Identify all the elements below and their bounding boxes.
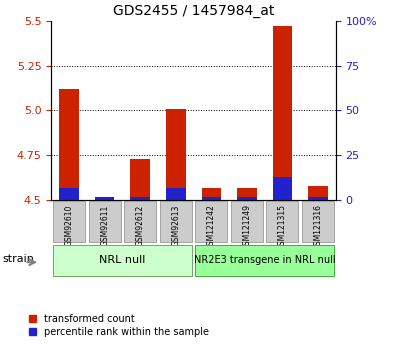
Bar bbox=[166, 109, 186, 200]
Legend: transformed count, percentile rank within the sample: transformed count, percentile rank withi… bbox=[28, 314, 209, 337]
Bar bbox=[95, 197, 115, 200]
Text: GSM92613: GSM92613 bbox=[171, 204, 180, 246]
Bar bbox=[308, 186, 328, 200]
Text: GSM121315: GSM121315 bbox=[278, 204, 287, 250]
Bar bbox=[308, 197, 328, 200]
Bar bbox=[273, 26, 292, 200]
FancyBboxPatch shape bbox=[195, 245, 334, 276]
Title: GDS2455 / 1457984_at: GDS2455 / 1457984_at bbox=[113, 4, 274, 18]
Bar bbox=[237, 188, 257, 200]
Text: strain: strain bbox=[3, 254, 34, 264]
Bar bbox=[166, 188, 186, 200]
Text: GSM92611: GSM92611 bbox=[100, 204, 109, 246]
Text: NR2E3 transgene in NRL null: NR2E3 transgene in NRL null bbox=[194, 256, 335, 265]
Bar bbox=[59, 188, 79, 200]
Text: GSM92610: GSM92610 bbox=[65, 204, 73, 246]
Bar bbox=[130, 159, 150, 200]
Bar bbox=[201, 188, 221, 200]
FancyBboxPatch shape bbox=[195, 201, 228, 242]
FancyBboxPatch shape bbox=[88, 201, 121, 242]
FancyBboxPatch shape bbox=[124, 201, 156, 242]
FancyBboxPatch shape bbox=[53, 245, 192, 276]
Bar bbox=[273, 177, 292, 200]
FancyBboxPatch shape bbox=[53, 201, 85, 242]
Text: GSM92612: GSM92612 bbox=[136, 204, 145, 246]
FancyBboxPatch shape bbox=[266, 201, 299, 242]
FancyBboxPatch shape bbox=[302, 201, 334, 242]
FancyBboxPatch shape bbox=[231, 201, 263, 242]
Bar bbox=[95, 197, 115, 200]
Text: GSM121249: GSM121249 bbox=[243, 204, 251, 250]
FancyBboxPatch shape bbox=[160, 201, 192, 242]
Bar bbox=[201, 197, 221, 200]
Text: GSM121242: GSM121242 bbox=[207, 204, 216, 250]
Text: GSM121316: GSM121316 bbox=[314, 204, 322, 250]
Bar bbox=[237, 197, 257, 200]
Bar bbox=[130, 197, 150, 200]
Text: NRL null: NRL null bbox=[99, 256, 146, 265]
Bar bbox=[59, 89, 79, 200]
